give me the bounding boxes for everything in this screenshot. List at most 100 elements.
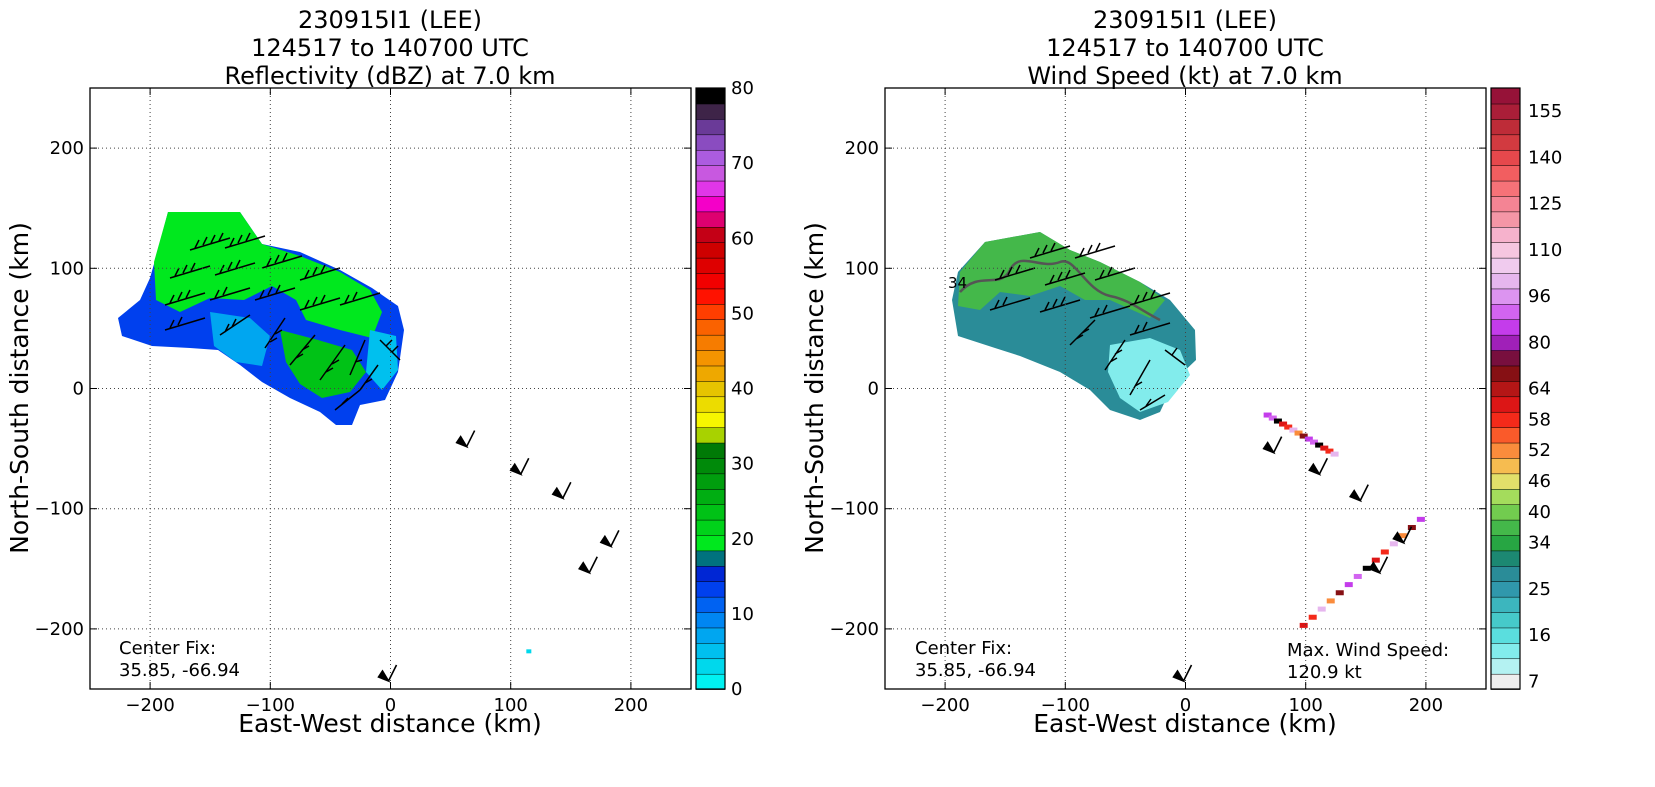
- colorbar-tick-label: 64: [1528, 379, 1551, 400]
- flight-leg-segment: [1398, 533, 1407, 539]
- wind-barb: [551, 481, 572, 500]
- left-ylabel: North-South distance (km): [5, 222, 34, 554]
- colorbar-tick-label: 40: [731, 379, 754, 400]
- colorbar-swatch: [1490, 288, 1521, 305]
- colorbar-tick-label: 70: [731, 153, 754, 174]
- right-center-fix-value: 35.85, -66.94: [915, 660, 1036, 681]
- left-axis-ticks: −200 −100 0 100 200 −200 −100 0 100 200: [35, 88, 691, 716]
- flight-leg-segment: [1315, 442, 1324, 448]
- wind-barb: [377, 664, 398, 683]
- flight-leg-segment: [1309, 439, 1318, 445]
- colorbar-swatch: [695, 426, 726, 444]
- colorbar-tick-label: 46: [1528, 471, 1551, 492]
- colorbar-tick-label: 7: [1528, 671, 1539, 692]
- wind-speed-plot-area: 34: [885, 88, 1486, 689]
- flight-leg-segment: [1299, 622, 1308, 628]
- right-axis-ticks: −200 −100 0 100 200 −200 −100 0 100 200: [830, 88, 1486, 716]
- colorbar-swatch: [695, 180, 726, 197]
- colorbar-swatch: [1490, 534, 1521, 552]
- colorbar-swatch: [695, 303, 726, 321]
- colorbar-tick-label: 34: [1528, 533, 1551, 554]
- colorbar-swatch: [695, 87, 726, 105]
- wind-echo-lightcyan: [1108, 338, 1190, 412]
- colorbar-swatch: [695, 149, 726, 166]
- colorbar-tick-label: 30: [731, 454, 754, 475]
- colorbar-swatch: [1490, 257, 1521, 274]
- colorbar-tick-label: 110: [1528, 240, 1562, 261]
- colorbar-swatch: [695, 580, 726, 598]
- reflectivity-echo-green-lower: [280, 330, 366, 398]
- flight-leg-segment: [1317, 606, 1326, 612]
- colorbar-tick-label: 58: [1528, 409, 1551, 430]
- flight-leg-segment: [1289, 427, 1298, 433]
- wind-barb: [1392, 526, 1413, 545]
- colorbar-swatch: [695, 272, 726, 290]
- colorbar-swatch: [695, 657, 726, 675]
- left-center-fix-label: Center Fix:: [119, 638, 216, 659]
- right-xtick-label: 200: [1409, 695, 1443, 716]
- flight-leg-segment: [1284, 424, 1293, 430]
- left-xtick-label: 100: [494, 695, 528, 716]
- right-title-line-3: Wind Speed (kt) at 7.0 km: [1027, 62, 1342, 90]
- right-ytick-label: 100: [845, 258, 879, 279]
- colorbar-tick-label: 125: [1528, 194, 1562, 215]
- colorbar-frame: [1490, 87, 1521, 690]
- flight-leg-segment: [1362, 565, 1371, 571]
- max-wind-speed-value: 120.9 kt: [1287, 662, 1362, 683]
- storm-wind-barbs: [164, 232, 401, 411]
- colorbar-swatch: [695, 642, 726, 660]
- wind-speed-colorbar: 7 16 25 34 40 46 52 58 64 80 96 110 125 140 155: [1490, 87, 1562, 692]
- colorbar-swatch: [695, 334, 726, 351]
- colorbar-swatch: [695, 103, 726, 120]
- colorbar-swatch: [1490, 226, 1521, 243]
- colorbar-tick-label: 20: [731, 529, 754, 550]
- wind-barb: [1172, 664, 1193, 683]
- colorbar-swatch: [1490, 411, 1521, 428]
- colorbar-swatch: [695, 411, 726, 428]
- left-title-line-3: Reflectivity (dBZ) at 7.0 km: [225, 62, 556, 90]
- flight-leg-segment: [1268, 415, 1277, 421]
- flight-leg-segment: [1330, 451, 1339, 457]
- colorbar-swatch: [1490, 442, 1521, 459]
- left-xtick-label: −200: [125, 695, 174, 716]
- colorbar-swatch: [695, 395, 726, 413]
- reflectivity-echo-cyan: [210, 312, 270, 366]
- colorbar-swatch: [1490, 211, 1521, 228]
- wind-barb: [599, 529, 620, 548]
- colorbar-tick-label: 52: [1528, 440, 1551, 461]
- left-title-line-1: 230915I1 (LEE): [298, 6, 482, 34]
- wind-speed-panel: 230915I1 (LEE) 124517 to 140700 UTC Wind…: [800, 6, 1562, 738]
- colorbar-swatch: [1490, 180, 1521, 197]
- colorbar-tick-label: 60: [731, 228, 754, 249]
- colorbar-swatch: [1490, 488, 1521, 505]
- colorbar-tick-label: 0: [731, 679, 742, 700]
- colorbar-swatch: [695, 534, 726, 552]
- right-ytick-label: −100: [830, 499, 879, 520]
- colorbar-swatch: [1490, 565, 1521, 582]
- colorbar-swatch: [1490, 580, 1521, 598]
- colorbar-swatch: [1490, 503, 1521, 521]
- left-ytick-label: 200: [50, 138, 84, 159]
- colorbar-swatch: [1490, 426, 1521, 444]
- colorbar-swatch: [695, 164, 726, 182]
- wind-barb: [455, 430, 476, 449]
- reflectivity-colorbar: 0 10 20 30 40 50 60 70 80: [695, 78, 754, 700]
- colorbar-swatch: [1490, 550, 1521, 567]
- right-grid: [885, 88, 1486, 689]
- flight-leg-segment: [1326, 598, 1335, 604]
- colorbar-tick-label: 25: [1528, 579, 1551, 600]
- colorbar-swatch: [695, 349, 726, 367]
- colorbar-swatch: [1490, 349, 1521, 367]
- colorbar-swatch: [1490, 395, 1521, 413]
- wind-barb: [1368, 556, 1389, 575]
- colorbar-swatch: [695, 473, 726, 490]
- colorbar-swatch: [695, 673, 726, 690]
- colorbar-swatch: [695, 318, 726, 336]
- colorbar-swatch: [695, 550, 726, 567]
- colorbar-swatch: [1490, 103, 1521, 120]
- colorbar-swatch: [1490, 627, 1521, 644]
- wind-barb: [1308, 457, 1329, 476]
- colorbar-swatch: [695, 503, 726, 521]
- colorbar-swatch: [1490, 380, 1521, 398]
- colorbar-tick-label: 96: [1528, 286, 1551, 307]
